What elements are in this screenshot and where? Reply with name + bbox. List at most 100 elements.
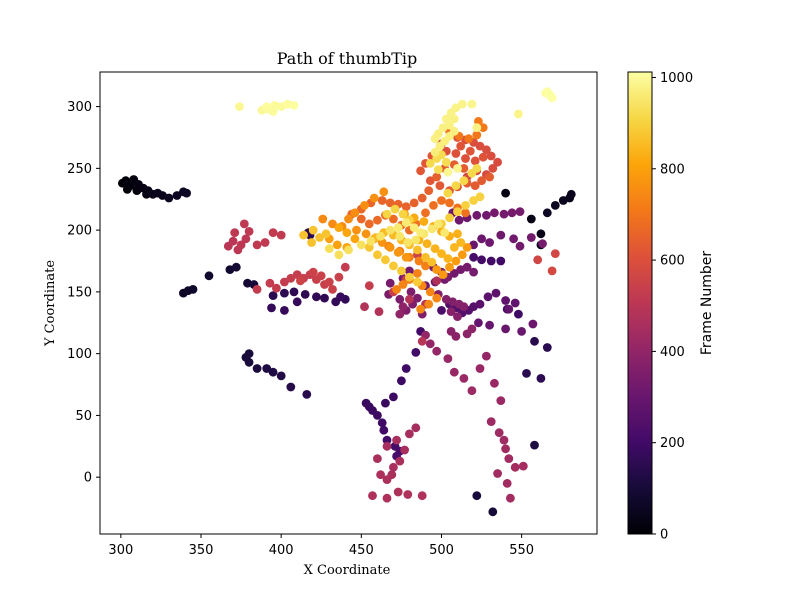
data-point (328, 219, 337, 229)
data-point (390, 204, 400, 214)
data-point (352, 225, 361, 235)
data-point (381, 255, 390, 265)
data-point (421, 261, 430, 271)
data-point (438, 270, 448, 279)
data-point (262, 364, 272, 373)
data-point (477, 234, 486, 244)
data-point (204, 271, 214, 281)
data-point (228, 236, 238, 246)
data-point (536, 229, 546, 239)
colorbar-tick-label: 400 (660, 345, 685, 360)
data-point (324, 244, 334, 254)
data-point (486, 151, 496, 161)
x-tick-label: 450 (349, 543, 374, 558)
data-point (440, 228, 450, 238)
data-point (502, 479, 512, 488)
data-point (389, 462, 398, 472)
data-point (472, 210, 482, 220)
data-point (464, 134, 474, 144)
data-point (316, 271, 326, 281)
data-point (296, 276, 305, 286)
data-point (550, 249, 560, 258)
data-point (467, 324, 477, 334)
colorbar-tick-label: 200 (660, 436, 685, 451)
colorbar-tick-label: 0 (660, 528, 668, 543)
data-point (379, 425, 389, 435)
data-point (364, 219, 374, 229)
data-point (425, 176, 435, 186)
data-point (403, 238, 413, 247)
chart-title: Path of thumbTip (277, 49, 418, 68)
data-point (486, 417, 496, 426)
data-point (401, 252, 411, 262)
data-point (398, 280, 408, 289)
data-point (360, 201, 369, 210)
data-point (172, 191, 182, 200)
data-point (382, 435, 392, 445)
data-point (332, 240, 342, 250)
data-point (496, 230, 506, 240)
data-point (421, 208, 430, 218)
data-point (515, 207, 525, 217)
data-point (315, 233, 324, 242)
data-point (424, 299, 434, 309)
data-point (566, 189, 576, 199)
data-point (395, 294, 405, 304)
data-point (478, 152, 488, 162)
data-point (385, 243, 395, 252)
data-point (350, 208, 360, 218)
data-point (449, 269, 459, 278)
data-point (507, 208, 517, 218)
y-axis-label: Y Coordinate (43, 260, 58, 347)
data-point (252, 285, 262, 294)
data-point (417, 336, 427, 346)
data-point (453, 164, 462, 173)
data-point (393, 248, 403, 257)
data-point (518, 461, 528, 471)
data-point (373, 215, 382, 225)
data-point (361, 229, 371, 239)
data-point (443, 354, 453, 363)
data-point (411, 423, 421, 433)
data-point (252, 364, 262, 373)
data-point (289, 287, 299, 297)
data-point (405, 429, 414, 439)
data-point (469, 196, 478, 205)
colorbar-tick-label: 600 (660, 254, 685, 269)
data-point (501, 188, 510, 198)
data-point (425, 339, 435, 349)
data-point (430, 147, 440, 157)
data-point (515, 241, 525, 251)
data-point (409, 223, 419, 233)
data-point (474, 318, 483, 328)
data-point (382, 493, 392, 503)
data-point (456, 141, 466, 151)
y-tick-label: 150 (67, 285, 92, 300)
data-point (459, 176, 469, 186)
data-point (526, 214, 536, 224)
data-point (453, 207, 462, 217)
data-point (328, 285, 337, 294)
data-point (437, 249, 446, 258)
data-point (424, 186, 434, 196)
data-point (385, 198, 395, 208)
data-point (547, 93, 557, 103)
data-point (425, 287, 435, 297)
scatter-points (118, 87, 576, 517)
data-point (360, 302, 369, 312)
data-point (454, 215, 464, 225)
data-point (307, 238, 316, 247)
data-point (342, 228, 352, 238)
data-point (501, 324, 510, 334)
data-point (433, 219, 443, 229)
data-point (302, 390, 312, 399)
data-point (368, 491, 377, 501)
data-point (547, 266, 557, 276)
data-point (459, 164, 469, 173)
colorbar-label: Frame Number (699, 251, 715, 356)
data-point (499, 435, 509, 445)
data-point (366, 236, 376, 246)
data-point (321, 229, 331, 239)
data-point (504, 454, 514, 463)
y-axis-ticks: 0 50 100 150 200 250 300 (67, 100, 100, 486)
